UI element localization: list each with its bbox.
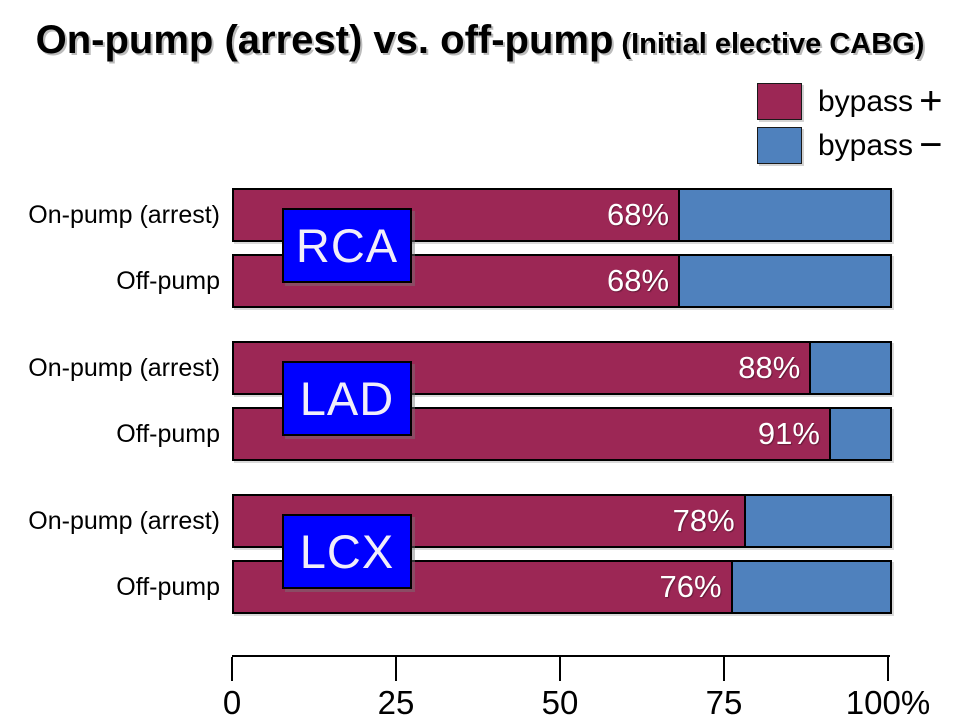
vessel-box-label: LAD bbox=[299, 372, 395, 425]
legend: bypass + bypass − bbox=[757, 78, 943, 171]
segment-value-label: 68% bbox=[607, 263, 670, 298]
row-label: On-pump (arrest) bbox=[28, 200, 220, 229]
vessel-box: RCA bbox=[282, 208, 412, 283]
bar-row: Off-pump 76% bbox=[0, 560, 960, 614]
tick-label: 0 bbox=[222, 684, 242, 720]
bar-row: On-pump (arrest) 78% bbox=[0, 494, 960, 548]
vessel-group: On-pump (arrest) 88% Off-pump 91% LAD bbox=[0, 341, 960, 461]
legend-item-bypass-plus: bypass + bbox=[757, 78, 943, 123]
legend-item-bypass-minus: bypass − bbox=[757, 122, 943, 167]
segment-bypass-minus bbox=[830, 409, 890, 459]
tick-mark bbox=[887, 657, 889, 681]
vessel-box-label: LCX bbox=[299, 525, 395, 578]
segment-bypass-minus bbox=[745, 496, 890, 546]
row-label: On-pump (arrest) bbox=[28, 353, 220, 382]
segment-bypass-minus bbox=[732, 562, 890, 612]
chart-title-main: On-pump (arrest) vs. off-pump bbox=[35, 18, 614, 62]
legend-swatch-bypass-minus bbox=[757, 127, 802, 164]
segment-value-label: 68% bbox=[607, 197, 670, 232]
bar-row: Off-pump 91% bbox=[0, 407, 960, 461]
bar-row: On-pump (arrest) 88% bbox=[0, 341, 960, 395]
row-label: Off-pump bbox=[116, 266, 220, 295]
legend-swatch-bypass-plus bbox=[757, 83, 802, 120]
segment-bypass-minus bbox=[680, 256, 890, 306]
bar-row: On-pump (arrest) 68% bbox=[0, 188, 960, 242]
segment-value-label: 78% bbox=[672, 503, 735, 538]
tick-label: 25 bbox=[377, 684, 415, 720]
legend-label: bypass bbox=[818, 84, 914, 118]
bar-row: Off-pump 68% bbox=[0, 254, 960, 308]
vessel-box-label: RCA bbox=[295, 219, 399, 272]
segment-value-label: 76% bbox=[659, 569, 722, 604]
tick-label: 100% bbox=[845, 684, 931, 720]
segment-value-label: 88% bbox=[738, 350, 801, 385]
tick-mark bbox=[723, 657, 725, 681]
chart-title-sub: (Initial elective CABG) bbox=[621, 28, 925, 60]
chart-title: On-pump (arrest) vs. off-pump (Initial el… bbox=[0, 18, 960, 63]
tick-label: 50 bbox=[541, 684, 579, 720]
tick-mark bbox=[559, 657, 561, 681]
plus-symbol: + bbox=[919, 78, 943, 123]
segment-value-label: 91% bbox=[757, 416, 820, 451]
legend-label: bypass bbox=[818, 128, 914, 162]
tick-mark bbox=[395, 657, 397, 681]
x-axis: 0 25 50 75 100% bbox=[223, 655, 930, 720]
row-label: Off-pump bbox=[116, 419, 220, 448]
vessel-box: LCX bbox=[282, 514, 412, 589]
segment-bypass-minus bbox=[811, 343, 890, 393]
vessel-box: LAD bbox=[282, 361, 412, 436]
vessel-group: On-pump (arrest) 68% Off-pump 68% RCA bbox=[0, 188, 960, 308]
tick-mark bbox=[231, 657, 233, 681]
row-label: On-pump (arrest) bbox=[28, 506, 220, 535]
segment-bypass-minus bbox=[680, 190, 890, 240]
minus-symbol: − bbox=[919, 122, 943, 167]
vessel-group: On-pump (arrest) 78% Off-pump 76% LCX bbox=[0, 494, 960, 614]
row-label: Off-pump bbox=[116, 572, 220, 601]
tick-label: 75 bbox=[705, 684, 743, 720]
chart-area: On-pump (arrest) 68% Off-pump 68% RCA On… bbox=[0, 188, 960, 647]
